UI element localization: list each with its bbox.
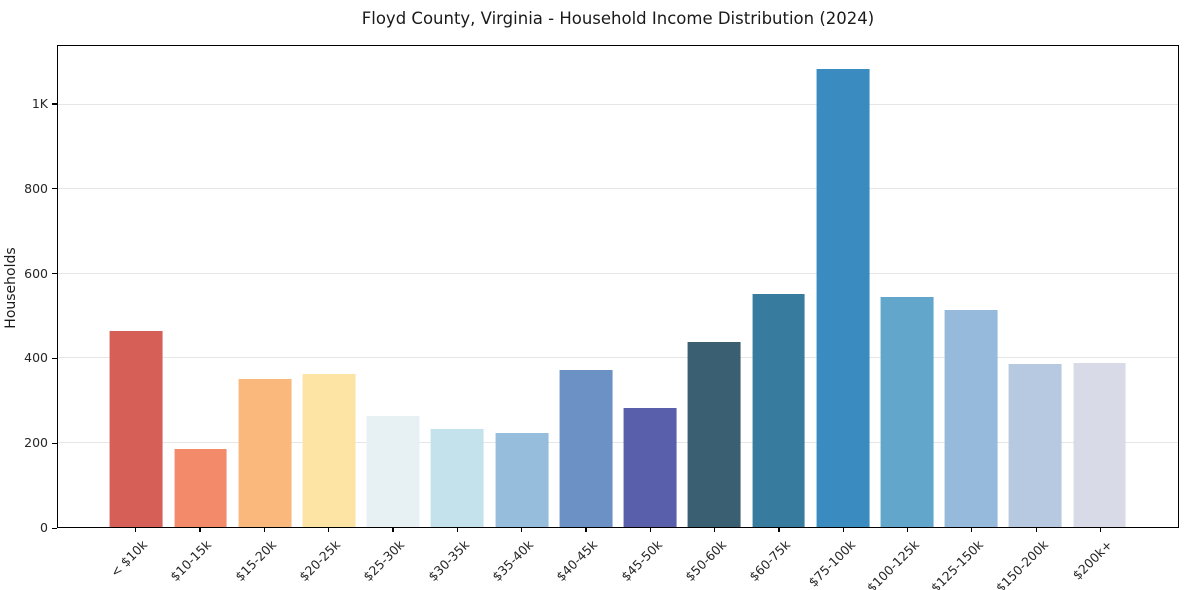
y-tick-label: 600	[24, 265, 48, 281]
plot-area	[57, 45, 1179, 528]
chart-title: Floyd County, Virginia - Household Incom…	[361, 9, 875, 28]
x-tick-label: $25-30k	[360, 537, 408, 585]
bar	[302, 374, 356, 527]
bar	[495, 433, 549, 527]
x-tick-mark	[713, 528, 716, 532]
x-tick-label: $10-15k	[167, 537, 215, 585]
x-tick-mark	[778, 528, 780, 532]
gridline	[58, 272, 1178, 274]
x-tick-label: $100-125k	[863, 537, 923, 590]
bar	[880, 297, 934, 527]
x-tick-label: $30-35k	[424, 537, 472, 585]
y-tick-mark	[52, 188, 57, 190]
y-tick-label: 0	[40, 520, 48, 535]
x-tick-mark	[585, 528, 587, 532]
x-tick-mark	[135, 528, 137, 532]
x-tick-mark	[263, 528, 265, 532]
x-tick-label: $150-200k	[992, 537, 1051, 590]
y-tick-mark	[52, 103, 57, 105]
x-tick-label: < $10k	[107, 537, 151, 580]
x-tick-mark	[1035, 528, 1037, 532]
x-tick-label: $20-25k	[296, 537, 344, 585]
gridline	[58, 188, 1178, 190]
bar	[687, 341, 741, 527]
gridline	[58, 441, 1178, 443]
x-tick-label: $15-20k	[231, 537, 279, 585]
y-tick-mark	[52, 442, 57, 444]
y-tick-label: 1K	[31, 95, 48, 111]
bar	[238, 379, 292, 527]
x-tick-label: $125-150k	[928, 537, 987, 590]
y-tick-mark	[52, 527, 57, 529]
x-tick-label: $45-50k	[617, 537, 665, 585]
y-tick-label: 400	[24, 350, 48, 366]
bar	[1008, 364, 1062, 527]
bar	[816, 68, 870, 527]
x-tick-label: $40-45k	[553, 537, 601, 585]
x-tick-mark	[649, 528, 651, 532]
bar	[752, 294, 805, 527]
bar	[1073, 362, 1127, 527]
x-tick-mark	[521, 528, 523, 532]
x-tick-mark	[328, 528, 330, 532]
bar	[366, 415, 420, 527]
x-tick-mark	[456, 528, 458, 532]
x-tick-label: $60-75k	[746, 537, 794, 585]
bar	[944, 309, 998, 527]
x-tick-label: $200k+	[1069, 537, 1116, 583]
x-tick-label: $35-40k	[489, 537, 537, 585]
x-tick-mark	[392, 528, 394, 532]
gridline	[58, 103, 1178, 105]
y-tick-label: 800	[24, 180, 48, 196]
bar	[174, 449, 228, 527]
bar	[109, 331, 163, 527]
x-tick-mark	[199, 528, 201, 532]
bar	[559, 369, 613, 527]
y-tick-mark	[52, 357, 57, 360]
x-tick-label: $50-60k	[682, 537, 730, 585]
x-tick-mark	[1099, 528, 1102, 532]
x-tick-mark	[906, 528, 909, 532]
x-tick-label: $75-100k	[805, 537, 858, 590]
y-tick-mark	[52, 273, 57, 275]
bar	[431, 429, 484, 527]
x-tick-mark	[842, 528, 844, 532]
bar	[623, 407, 677, 527]
y-tick-label: 200	[24, 435, 48, 451]
x-tick-mark	[971, 528, 973, 532]
gridline	[58, 357, 1178, 359]
y-axis-label: Households	[3, 247, 19, 329]
